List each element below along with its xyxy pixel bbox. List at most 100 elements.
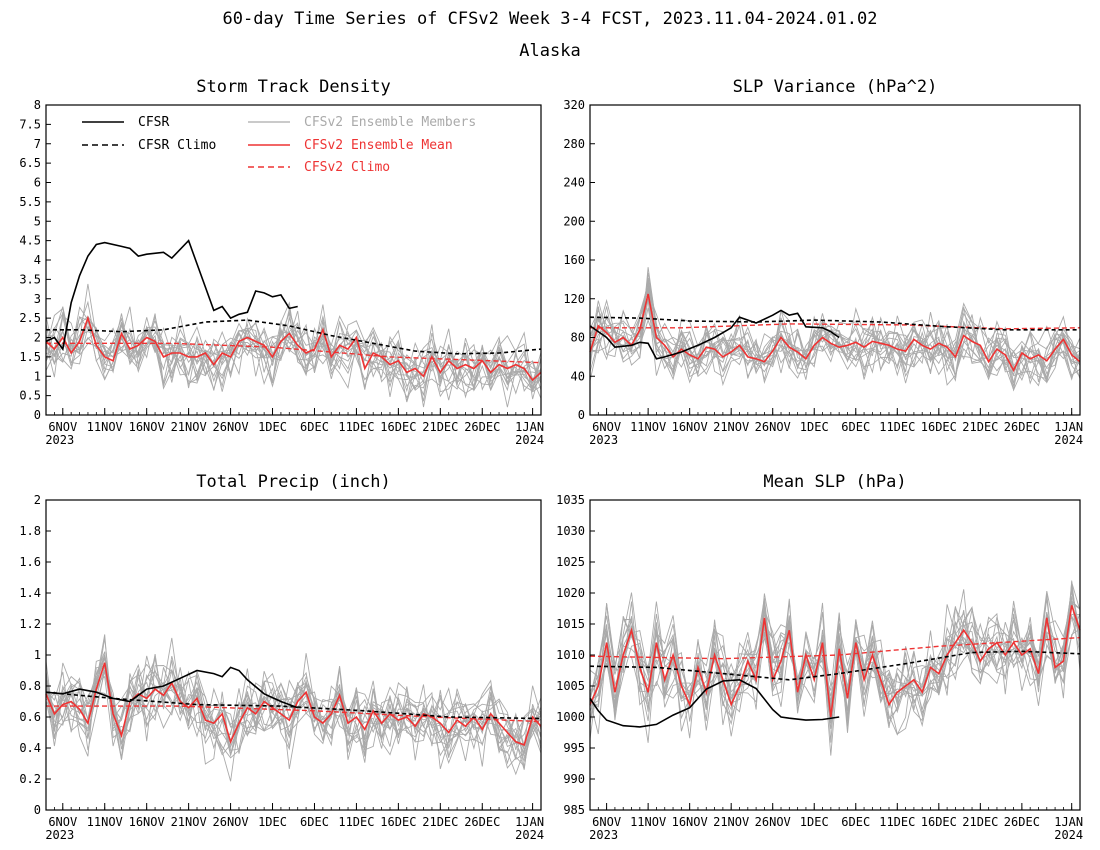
x-tick-label: 6DEC xyxy=(841,815,870,829)
panel-total-precip: Total Precip (inch) 0 0.2 0.4 0.6 0.8 1 1.2 1.4 1… xyxy=(19,472,544,842)
y-tick-label: 1015 xyxy=(556,617,585,631)
x-tick-label: 11NOV xyxy=(87,420,123,434)
x-tick-year-label: 2024 xyxy=(1054,828,1083,842)
x-tick-label: 6NOV xyxy=(592,420,621,434)
y-tick-label: 4 xyxy=(34,253,41,267)
panel-title: SLP Variance (hPa^2) xyxy=(733,77,938,97)
x-tick-label: 26NOV xyxy=(213,420,249,434)
x-tick-label: 26DEC xyxy=(1004,420,1040,434)
x-tick-label: 1JAN xyxy=(1054,815,1083,829)
x-tick-label: 11DEC xyxy=(879,420,915,434)
x-tick-label: 6NOV xyxy=(48,420,77,434)
y-tick-label: 2 xyxy=(34,331,41,345)
y-tick-label: 6 xyxy=(34,176,41,190)
x-tick-label: 6NOV xyxy=(48,815,77,829)
member-line xyxy=(45,312,542,408)
ens-mean-line xyxy=(589,605,1081,718)
x-tick-label: 16DEC xyxy=(380,815,416,829)
x-tick-label: 21NOV xyxy=(171,420,207,434)
member-line xyxy=(45,655,542,760)
y-tick-label: 120 xyxy=(563,292,585,306)
legend-members-label: CFSv2 Ensemble Members xyxy=(304,115,476,130)
y-tick-label: 2.5 xyxy=(19,311,41,325)
member-line xyxy=(589,601,1081,743)
y-tick-label: 200 xyxy=(563,214,585,228)
x-tick-label: 21NOV xyxy=(713,420,749,434)
member-line xyxy=(45,651,542,782)
x-tick-label: 1JAN xyxy=(1054,420,1083,434)
y-tick-label: 5.5 xyxy=(19,195,41,209)
x-tick-label: 1JAN xyxy=(515,815,544,829)
cfsr-line xyxy=(589,678,840,728)
legend-cfsr-climo-label: CFSR Climo xyxy=(138,138,216,153)
x-tick-label: 11DEC xyxy=(338,420,374,434)
cfsr-climo-line xyxy=(46,319,542,355)
member-line xyxy=(589,299,1081,382)
member-line xyxy=(589,297,1081,388)
x-tick-label: 1JAN xyxy=(515,420,544,434)
y-tick-label: 280 xyxy=(563,137,585,151)
x-tick-year-label: 2024 xyxy=(1054,433,1083,447)
x-tick-label: 16NOV xyxy=(672,815,708,829)
y-tick-label: 3 xyxy=(34,292,41,306)
plot-frame xyxy=(45,104,542,416)
y-tick-label: 1.6 xyxy=(19,555,41,569)
member-line xyxy=(45,311,542,392)
member-line xyxy=(45,664,542,762)
member-line xyxy=(589,600,1081,737)
member-line xyxy=(589,288,1081,382)
y-tick-label: 0 xyxy=(578,408,585,422)
x-tick-label: 26DEC xyxy=(464,815,500,829)
x-tick-label: 16DEC xyxy=(380,420,416,434)
member-line xyxy=(589,267,1081,387)
x-tick-label: 21DEC xyxy=(962,420,998,434)
legend: CFSR CFSR Climo CFSv2 Ensemble Members C… xyxy=(82,115,476,175)
y-tick-label: 1.4 xyxy=(19,586,41,600)
y-tick-label: 1 xyxy=(34,648,41,662)
cfsr-line xyxy=(45,666,298,709)
x-tick-year-label: 2023 xyxy=(589,828,618,842)
y-tick-label: 320 xyxy=(563,98,585,112)
y-tick-label: 1035 xyxy=(556,493,585,507)
y-tick-label: 160 xyxy=(563,253,585,267)
figure-title: 60-day Time Series of CFSv2 Week 3-4 FCS… xyxy=(222,9,877,29)
y-tick-label: 1 xyxy=(34,369,41,383)
y-tick-label: 5 xyxy=(34,214,41,228)
x-tick-label: 6NOV xyxy=(592,815,621,829)
x-tick-label: 6DEC xyxy=(300,815,329,829)
member-line xyxy=(45,657,542,770)
y-tick-label: 2 xyxy=(34,493,41,507)
cfsr-climo-line xyxy=(589,316,1080,331)
cfsv2-climo-line xyxy=(590,323,1081,330)
x-tick-year-label: 2023 xyxy=(589,433,618,447)
panel-title: Storm Track Density xyxy=(196,77,390,97)
panel-mean-slp: Mean SLP (hPa) 985 990 995 1000 1005 1010 1015 1… xyxy=(556,472,1083,842)
x-tick-label: 11NOV xyxy=(87,815,123,829)
member-line xyxy=(45,301,542,391)
y-tick-label: 240 xyxy=(563,176,585,190)
panel-slp-variance: SLP Variance (hPa^2) 0 40 80 120 160 200 240 280… xyxy=(563,77,1083,447)
x-tick-label: 16NOV xyxy=(129,815,165,829)
y-tick-label: 0.6 xyxy=(19,710,41,724)
y-tick-label: 0.5 xyxy=(19,389,41,403)
y-tick-label: 7 xyxy=(34,137,41,151)
x-tick-label: 11DEC xyxy=(338,815,374,829)
panel-title: Total Precip (inch) xyxy=(196,472,390,492)
y-tick-label: 0.4 xyxy=(19,741,41,755)
y-tick-label: 1020 xyxy=(556,586,585,600)
x-tick-label: 16NOV xyxy=(672,420,708,434)
member-line xyxy=(589,307,1081,384)
member-line xyxy=(589,299,1081,392)
y-tick-label: 0.8 xyxy=(19,679,41,693)
x-tick-label: 1DEC xyxy=(258,420,287,434)
y-tick-label: 1.8 xyxy=(19,524,41,538)
member-line xyxy=(45,663,542,765)
plot-frame xyxy=(45,499,542,811)
panel-title: Mean SLP (hPa) xyxy=(763,472,906,492)
x-tick-label: 1DEC xyxy=(800,420,829,434)
y-tick-label: 7.5 xyxy=(19,117,41,131)
cfsv2-climo-line xyxy=(46,342,542,364)
x-tick-label: 6DEC xyxy=(300,420,329,434)
x-tick-label: 21DEC xyxy=(422,420,458,434)
